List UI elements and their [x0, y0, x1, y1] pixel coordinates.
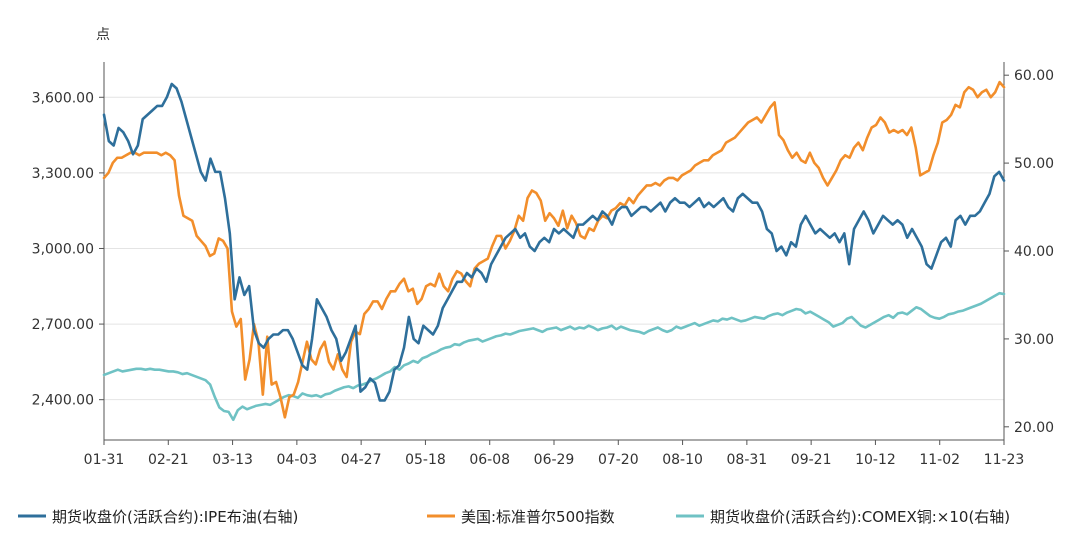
x-tick-label: 08-10 — [662, 452, 703, 468]
left-tick-label: 3,600.00 — [32, 90, 94, 106]
legend-item-2[interactable]: 期货收盘价(活跃合约):COMEX铜:×10(右轴) — [676, 508, 1010, 526]
x-tick-label: 04-03 — [277, 452, 318, 468]
legend[interactable]: 期货收盘价(活跃合约):IPE布油(右轴) 美国:标准普尔500指数 期货收盘价(活… — [18, 508, 1010, 526]
legend-label: 期货收盘价(活跃合约):COMEX铜:×10(右轴) — [710, 508, 1010, 526]
left-axis: 2,400.00 2,700.00 3,000.00 3,300.00 3,600.00 — [32, 62, 105, 440]
series-line-2 — [102, 291, 1006, 422]
x-axis: 01-31 02-21 03-13 04-03 04-27 05-18 06-08 06-29… — [84, 439, 1025, 468]
right-tick-label: 30.00 — [1014, 332, 1054, 348]
x-tick-label: 08-31 — [727, 452, 768, 468]
x-tick-label: 09-21 — [791, 452, 832, 468]
left-tick-label: 2,400.00 — [32, 393, 94, 409]
legend-label: 期货收盘价(活跃合约):IPE布油(右轴) — [52, 508, 298, 526]
left-tick-label: 2,700.00 — [32, 317, 94, 333]
x-tick-label: 04-27 — [341, 452, 382, 468]
x-tick-label: 11-23 — [984, 452, 1025, 468]
x-tick-label: 06-29 — [534, 452, 575, 468]
x-tick-label: 01-31 — [84, 452, 125, 468]
series-line-1 — [102, 80, 1006, 419]
x-tick-label: 06-08 — [469, 452, 510, 468]
legend-item-0[interactable]: 期货收盘价(活跃合约):IPE布油(右轴) — [18, 508, 298, 526]
x-tick-label: 07-20 — [598, 452, 639, 468]
left-axis-unit: 点 — [96, 27, 110, 43]
right-axis: 20.00 30.00 40.00 50.00 60.00 — [1003, 62, 1054, 440]
right-tick-label: 40.00 — [1014, 244, 1054, 260]
right-tick-label: 60.00 — [1014, 68, 1054, 84]
legend-label: 美国:标准普尔500指数 — [461, 508, 615, 526]
right-tick-label: 50.00 — [1014, 156, 1054, 172]
gridlines — [104, 96, 1004, 401]
right-tick-label: 20.00 — [1014, 420, 1054, 436]
x-tick-label: 02-21 — [148, 452, 189, 468]
x-tick-label: 03-13 — [212, 452, 253, 468]
x-tick-label: 11-02 — [919, 452, 960, 468]
legend-item-1[interactable]: 美国:标准普尔500指数 — [427, 508, 615, 526]
series-line-0 — [102, 82, 1006, 402]
series-lines — [102, 80, 1006, 422]
x-tick-label: 05-18 — [405, 452, 446, 468]
left-tick-label: 3,000.00 — [32, 241, 94, 257]
left-tick-label: 3,300.00 — [32, 166, 94, 182]
x-tick-label: 10-12 — [855, 452, 896, 468]
